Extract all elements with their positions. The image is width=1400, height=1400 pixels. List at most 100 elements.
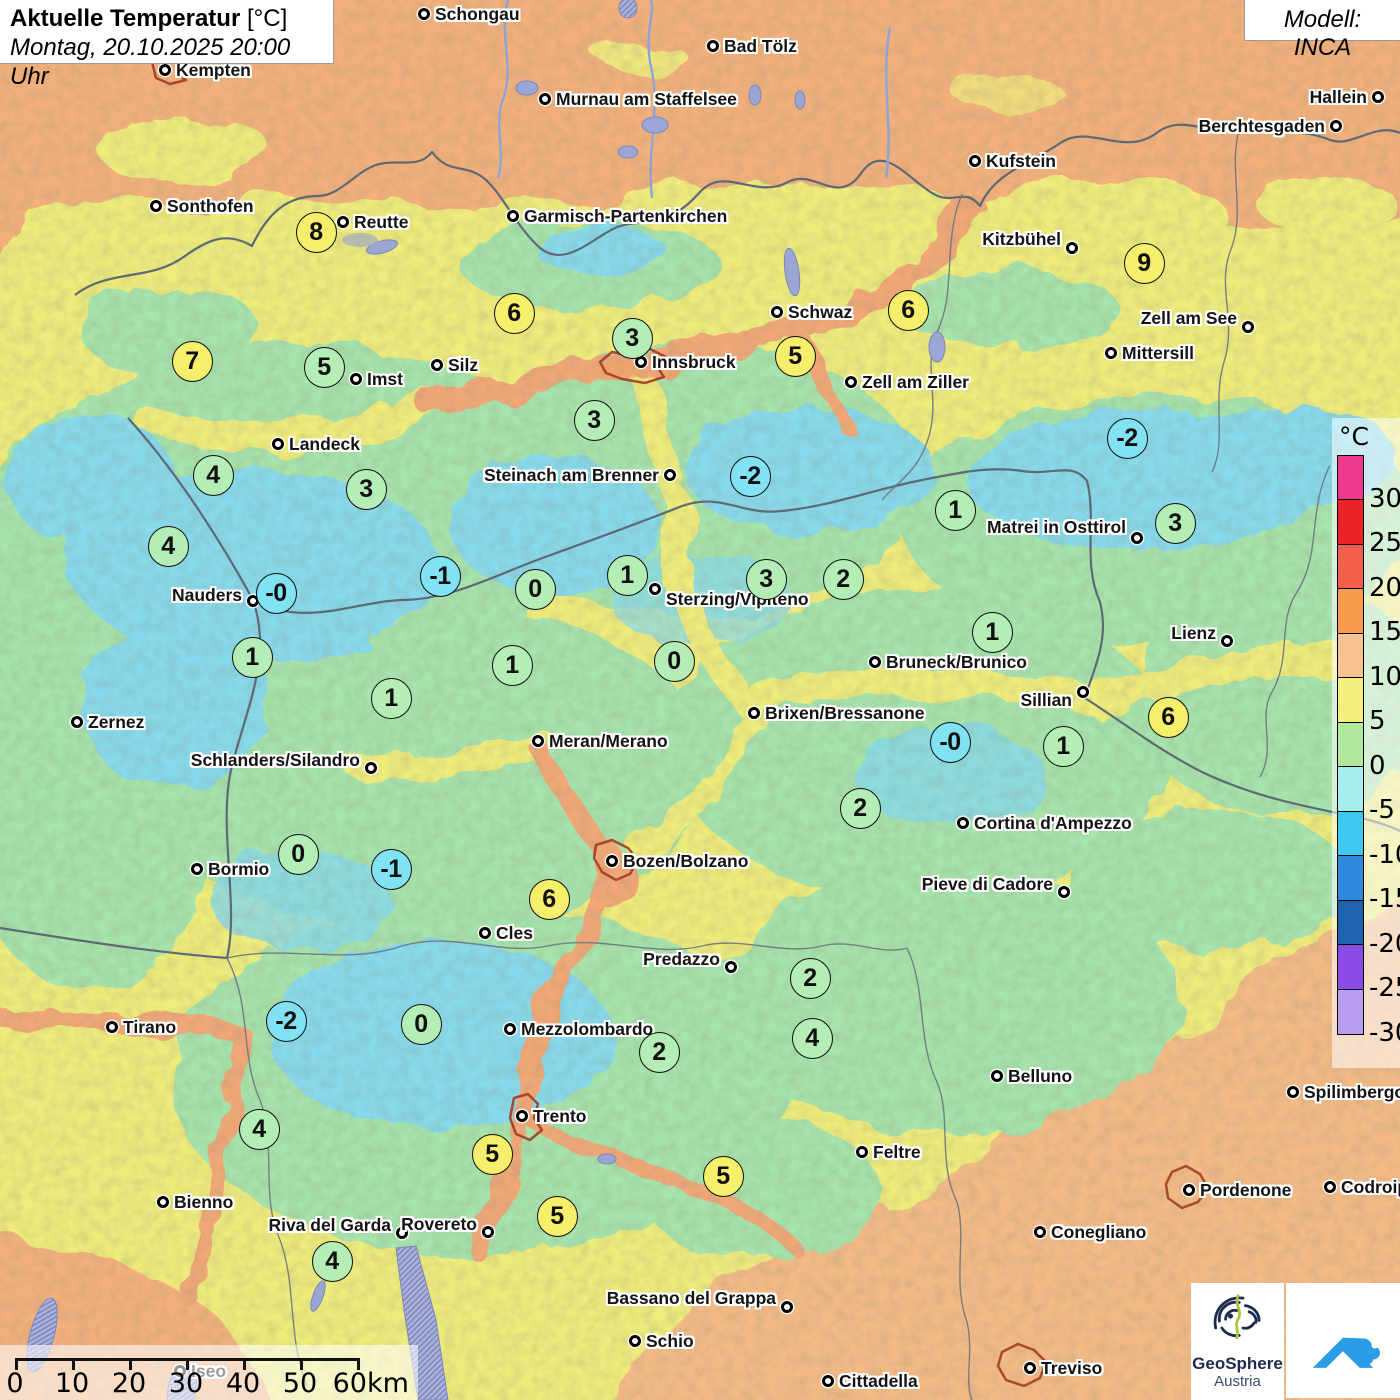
city-label: Bozen/Bolzano xyxy=(623,851,749,871)
city-marker-dot xyxy=(159,64,171,76)
city-label: Steinach am Brenner xyxy=(483,465,659,485)
city-label: Schlanders/Silandro xyxy=(190,750,360,770)
city-label: Berchtesgaden xyxy=(1198,116,1325,136)
station-temperature: 3 xyxy=(1154,502,1196,544)
station-temperature: 4 xyxy=(311,1240,353,1282)
city-marker-dot xyxy=(1183,1184,1195,1196)
city-marker-dot xyxy=(350,373,362,385)
city-marker-dot xyxy=(150,200,162,212)
country-borders xyxy=(0,120,1400,960)
legend-segment: 15 xyxy=(1337,588,1400,647)
city-label: Zell am Ziller xyxy=(862,372,969,392)
legend-segment: -15 xyxy=(1337,855,1400,914)
station-temperature: -2 xyxy=(265,1000,307,1042)
city-label: Nauders xyxy=(171,585,242,605)
city-label: Cles xyxy=(496,923,533,943)
city-label: Brixen/Bressanone xyxy=(765,703,925,723)
city-marker-dot xyxy=(845,376,857,388)
map-title: Aktuelle Temperatur xyxy=(10,5,241,32)
scale-tick-label: 40 xyxy=(225,1368,261,1399)
scale-tick-label: 60km xyxy=(332,1368,409,1399)
station-temperature: 3 xyxy=(745,558,787,600)
station-temperature: -0 xyxy=(929,721,971,763)
city-marker-dot xyxy=(748,707,760,719)
city-marker-dot xyxy=(1372,91,1384,103)
geosphere-org-name: GeoSphere xyxy=(1192,1354,1283,1373)
city-marker-dot xyxy=(157,1196,169,1208)
city-label: Sonthofen xyxy=(167,196,254,216)
station-temperature: 5 xyxy=(303,346,345,388)
legend-segment: 25 xyxy=(1337,499,1400,558)
station-temperature: 8 xyxy=(295,211,337,253)
scale-tick xyxy=(357,1358,360,1370)
city-label: Reutte xyxy=(354,212,409,232)
city-marker-dot xyxy=(337,216,349,228)
station-temperature: 4 xyxy=(192,454,234,496)
legend-segment: -5 xyxy=(1337,766,1395,825)
city-marker-dot xyxy=(969,155,981,167)
legend-color-bar: 30 25 20 15 10 5 0 -5 -10 -15 -20 -25 -30 xyxy=(1337,454,1400,1048)
station-temperature: 2 xyxy=(822,558,864,600)
scale-bar: 0 10 20 30 40 50 60km xyxy=(0,1345,418,1400)
city-marker-dot xyxy=(396,1227,408,1239)
city-marker-dot xyxy=(507,210,519,222)
city-marker-dot xyxy=(1330,120,1342,132)
city-marker-dot xyxy=(1077,686,1089,698)
city-label: Codroipo xyxy=(1341,1177,1400,1197)
city-label: Bad Tölz xyxy=(724,36,797,56)
mountain-logo xyxy=(1286,1283,1400,1398)
scale-tick-label: 0 xyxy=(6,1368,24,1399)
city-label: Schwaz xyxy=(788,302,853,322)
city-label: Spilimbergo xyxy=(1304,1082,1400,1102)
legend-segment: -10 xyxy=(1337,810,1400,870)
temperature-legend: °C 30 25 20 15 10 5 0 -5 -10 -15 -20 -25 -30 xyxy=(1332,418,1400,1068)
scale-tick xyxy=(129,1358,132,1370)
city-marker-dot xyxy=(869,656,881,668)
city-label: Kempten xyxy=(176,60,251,80)
legend-segment: 5 xyxy=(1337,677,1386,736)
station-temperature: 4 xyxy=(238,1108,280,1150)
province-borders xyxy=(226,125,1331,1400)
geosphere-country: Austria xyxy=(1214,1373,1261,1390)
city-marker-dot xyxy=(482,1226,494,1238)
mountain-cloud-icon xyxy=(1312,1337,1380,1368)
scale-tick xyxy=(15,1358,18,1370)
station-temperature: 1 xyxy=(934,489,976,531)
station-temperature: 2 xyxy=(789,957,831,999)
legend-unit-label: °C xyxy=(1339,422,1369,451)
city-marker-dot xyxy=(771,306,783,318)
city-marker-dot xyxy=(629,1335,641,1347)
station-temperature: 1 xyxy=(971,611,1013,653)
city-marker-dot xyxy=(1066,242,1078,254)
city-label: Mittersill xyxy=(1122,343,1194,363)
station-temperature: 4 xyxy=(791,1017,833,1059)
city-marker-dot xyxy=(539,93,551,105)
city-label: Conegliano xyxy=(1051,1222,1147,1242)
city-label: Pieve di Cadore xyxy=(921,874,1053,894)
city-label: Meran/Merano xyxy=(549,731,668,751)
geosphere-contour-icon xyxy=(1213,1294,1260,1340)
city-marker-dot xyxy=(856,1146,868,1158)
station-temperature: 6 xyxy=(493,292,535,334)
city-marker-dot xyxy=(635,356,647,368)
city-marker-dot xyxy=(532,735,544,747)
city-marker-dot xyxy=(431,359,443,371)
legend-tick-label: 20 xyxy=(1369,572,1400,603)
scale-tick xyxy=(300,1358,303,1370)
city-label: Zernez xyxy=(88,712,145,732)
legend-tick-label: -20 xyxy=(1369,928,1400,959)
city-label: Lienz xyxy=(1171,623,1216,643)
legend-tick-label: 25 xyxy=(1369,528,1400,558)
station-temperature: 5 xyxy=(774,335,816,377)
legend-segment: -20 xyxy=(1337,899,1400,959)
city-label: Matrei in Osttirol xyxy=(986,517,1126,537)
scale-tick-label: 30 xyxy=(168,1368,204,1399)
station-temperature: 7 xyxy=(171,340,213,382)
map-title-unit: [°C] xyxy=(246,5,288,32)
station-temperature: 5 xyxy=(702,1155,744,1197)
legend-tick-label: 15 xyxy=(1369,617,1400,647)
scale-tick-label: 20 xyxy=(111,1368,147,1399)
page-title: Aktuelle Temperatur [°C] xyxy=(10,5,323,33)
city-label: Garmisch-Partenkirchen xyxy=(524,206,728,226)
